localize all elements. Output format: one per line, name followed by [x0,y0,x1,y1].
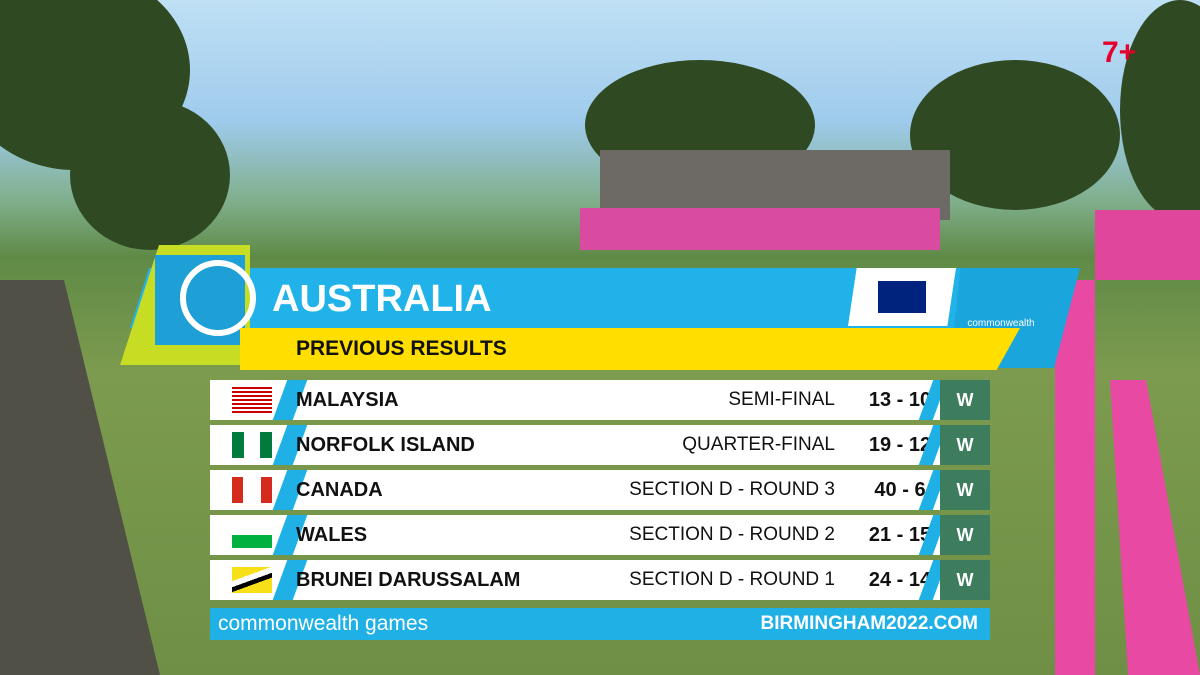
bowl-icon [180,260,256,336]
tree [1120,0,1200,220]
footer-brand: commonwealth games [218,612,429,635]
stage: SEMI-FINAL [728,389,835,410]
sponsor-text: commonwealth [967,318,1035,329]
stage: SECTION D - ROUND 3 [629,479,835,500]
tree [70,100,230,250]
footer-url: BIRMINGHAM2022.COM [760,613,978,634]
footer-bar [210,608,990,640]
score: 21 - 15 [868,524,932,546]
result-row: NORFOLK ISLAND QUARTER-FINAL 19 - 12 W [210,425,990,465]
result: W [940,425,990,465]
result-row: MALAYSIA SEMI-FINAL 13 - 10 W [210,380,990,420]
result: W [940,560,990,600]
result: W [940,380,990,420]
subtitle: PREVIOUS RESULTS [296,337,507,360]
pink-hoarding [580,208,940,250]
subtitle-bar [240,328,1020,370]
flag [232,387,272,413]
flag [232,522,272,548]
stage: SECTION D - ROUND 1 [629,569,835,590]
opponent: BRUNEI DARUSSALAM [296,569,521,591]
score: 24 - 14 [868,569,932,591]
result-row: WALES SECTION D - ROUND 2 21 - 15 W [210,515,990,555]
score: 13 - 10 [868,389,932,411]
opponent: NORFOLK ISLAND [296,434,475,456]
opponent: WALES [296,524,368,546]
result: W [940,515,990,555]
flag [232,432,272,458]
stage: QUARTER-FINAL [682,434,835,455]
team-name: AUSTRALIA [272,278,492,320]
flag [878,281,926,313]
opponent: CANADA [296,479,383,501]
pink-board [1055,280,1095,675]
stage: SECTION D - ROUND 2 [629,524,835,545]
result: W [940,470,990,510]
flag [232,567,272,593]
score: 19 - 12 [868,434,932,456]
result-row: CANADA SECTION D - ROUND 3 40 - 6 W [210,470,990,510]
broadcaster-logo: 7+ [1102,36,1137,69]
opponent: MALAYSIA [296,389,399,411]
score: 40 - 6 [874,479,926,501]
pink-board [1110,380,1200,675]
pink-hoarding [1095,210,1200,280]
flag [232,477,272,503]
result-row: BRUNEI DARUSSALAM SECTION D - ROUND 1 24 -… [210,560,990,600]
